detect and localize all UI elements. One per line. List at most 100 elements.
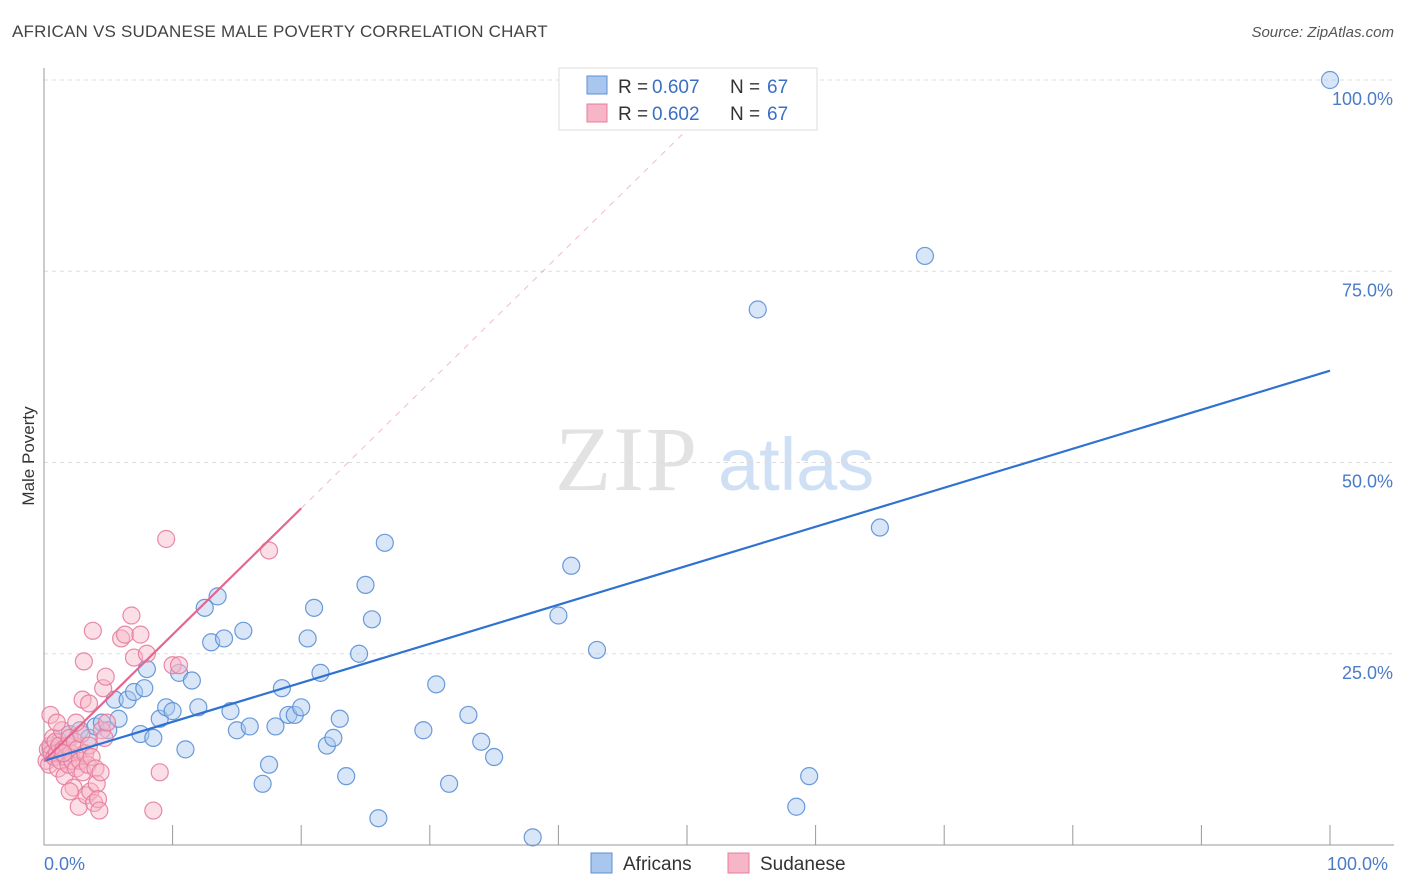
africans-point-38: [292, 698, 311, 717]
africans-point-46: [349, 644, 369, 663]
africans-point-53: [439, 774, 459, 793]
watermark-zip: ZIP: [555, 408, 699, 510]
x-tick-label-min: 0.0%: [44, 854, 85, 874]
sudanese-points: [37, 529, 279, 820]
africans-point-47: [356, 575, 375, 595]
africans-point-28: [221, 702, 240, 721]
sudanese-point-49: [47, 713, 66, 732]
legend-n-label-sudanese: N =: [730, 104, 765, 125]
sudanese-point-50: [60, 782, 79, 801]
sudanese-point-39: [87, 774, 106, 793]
sudanese-point-29: [74, 652, 93, 671]
africans-point-66: [1320, 70, 1340, 90]
y-tick-label-75: 75.0%: [1342, 280, 1393, 300]
sudanese-point-40: [88, 789, 108, 809]
y-tick-label-25: 25.0%: [1342, 663, 1393, 683]
sudanese-point-60: [150, 763, 169, 782]
sudanese-point-62: [163, 656, 182, 675]
africans-point-33: [259, 755, 279, 774]
africans-point-62: [787, 797, 806, 816]
axes: [43, 68, 1394, 846]
africans-point-52: [427, 675, 446, 694]
africans-point-39: [298, 629, 317, 648]
sudanese-point-46: [96, 667, 115, 686]
sudanese-point-64: [259, 541, 279, 560]
sudanese-point-47: [97, 713, 117, 732]
correlation-legend: R = 0.607 N = 67 R = 0.602 N = 67: [558, 67, 818, 131]
africans-point-57: [523, 828, 542, 847]
africans-point-21: [176, 740, 195, 759]
watermark-atlas: atlas: [718, 423, 874, 506]
africans-point-64: [870, 518, 890, 537]
y-tick-labels: 25.0% 50.0% 75.0% 100.0%: [1332, 89, 1393, 683]
legend-r-label-sudanese: R =: [618, 104, 653, 125]
africans-point-58: [549, 606, 568, 625]
africans-point-54: [459, 705, 478, 725]
legend-r-value-sudanese: 0.602: [652, 104, 700, 125]
africans-point-19: [163, 702, 182, 721]
africans-point-45: [337, 767, 356, 786]
sudanese-point-41: [90, 801, 109, 820]
sudanese-point-58: [137, 644, 156, 663]
x-ticks: [172, 825, 1331, 845]
africans-point-59: [562, 556, 581, 575]
sudanese-point-65: [67, 713, 86, 732]
africans-point-65: [915, 246, 935, 266]
sudanese-point-35: [82, 747, 101, 767]
legend-n-value-africans: 67: [767, 77, 788, 98]
sudanese-trend-line: [43, 507, 302, 762]
africans-point-44: [330, 709, 349, 728]
africans-point-49: [369, 809, 388, 828]
sudanese-point-59: [144, 801, 163, 820]
legend-swatch-sudanese: [586, 103, 608, 123]
africans-point-50: [375, 533, 394, 552]
legend-n-value-sudanese: 67: [767, 104, 788, 125]
sudanese-point-63: [169, 656, 189, 675]
sudanese-point-44: [94, 679, 113, 698]
y-tick-label-100: 100.0%: [1332, 89, 1393, 109]
africans-point-60: [587, 640, 607, 660]
africans-point-56: [485, 747, 504, 767]
africans-point-43: [324, 728, 343, 748]
series-legend: Africans Sudanese: [590, 852, 846, 875]
chart-source: Source: ZipAtlas.com: [1251, 24, 1394, 41]
sudanese-point-55: [122, 606, 141, 625]
africans-point-48: [362, 610, 382, 629]
africans-point-23: [189, 698, 208, 717]
sudanese-point-42: [91, 763, 110, 782]
africans-point-27: [214, 629, 234, 648]
grid-lines: [44, 79, 1394, 655]
africans-point-22: [182, 671, 201, 690]
series-legend-label-africans: Africans: [623, 854, 692, 875]
series-legend-swatch-sudanese: [727, 852, 750, 874]
y-tick-label-50: 50.0%: [1342, 472, 1393, 492]
africans-point-14: [135, 679, 154, 698]
africans-point-51: [414, 721, 433, 740]
africans-point-61: [748, 300, 767, 319]
sudanese-point-54: [115, 625, 135, 644]
trend-lines: [43, 129, 1331, 762]
x-tick-label-max: 100.0%: [1327, 854, 1388, 874]
sudanese-point-57: [131, 625, 150, 644]
africans-point-16: [144, 728, 163, 748]
sudanese-point-61: [157, 529, 176, 549]
sudanese-point-52: [79, 694, 99, 713]
africans-point-31: [240, 717, 259, 736]
series-legend-swatch-africans: [590, 852, 613, 874]
africans-trend-line: [43, 369, 1331, 762]
legend-r-value-africans: 0.607: [652, 77, 700, 98]
africans-point-24: [195, 598, 214, 617]
africans-point-55: [472, 732, 491, 751]
y-axis-label: Male Poverty: [19, 406, 38, 506]
legend-r-label-africans: R =: [618, 77, 653, 98]
africans-point-40: [304, 598, 324, 617]
legend-n-label-africans: N =: [730, 77, 765, 98]
africans-point-32: [253, 774, 272, 793]
africans-point-12: [124, 682, 144, 702]
africans-point-30: [234, 621, 253, 640]
legend-swatch-africans: [586, 75, 608, 95]
africans-point-10: [109, 709, 128, 728]
sudanese-point-36: [83, 621, 102, 640]
africans-point-34: [266, 717, 285, 736]
